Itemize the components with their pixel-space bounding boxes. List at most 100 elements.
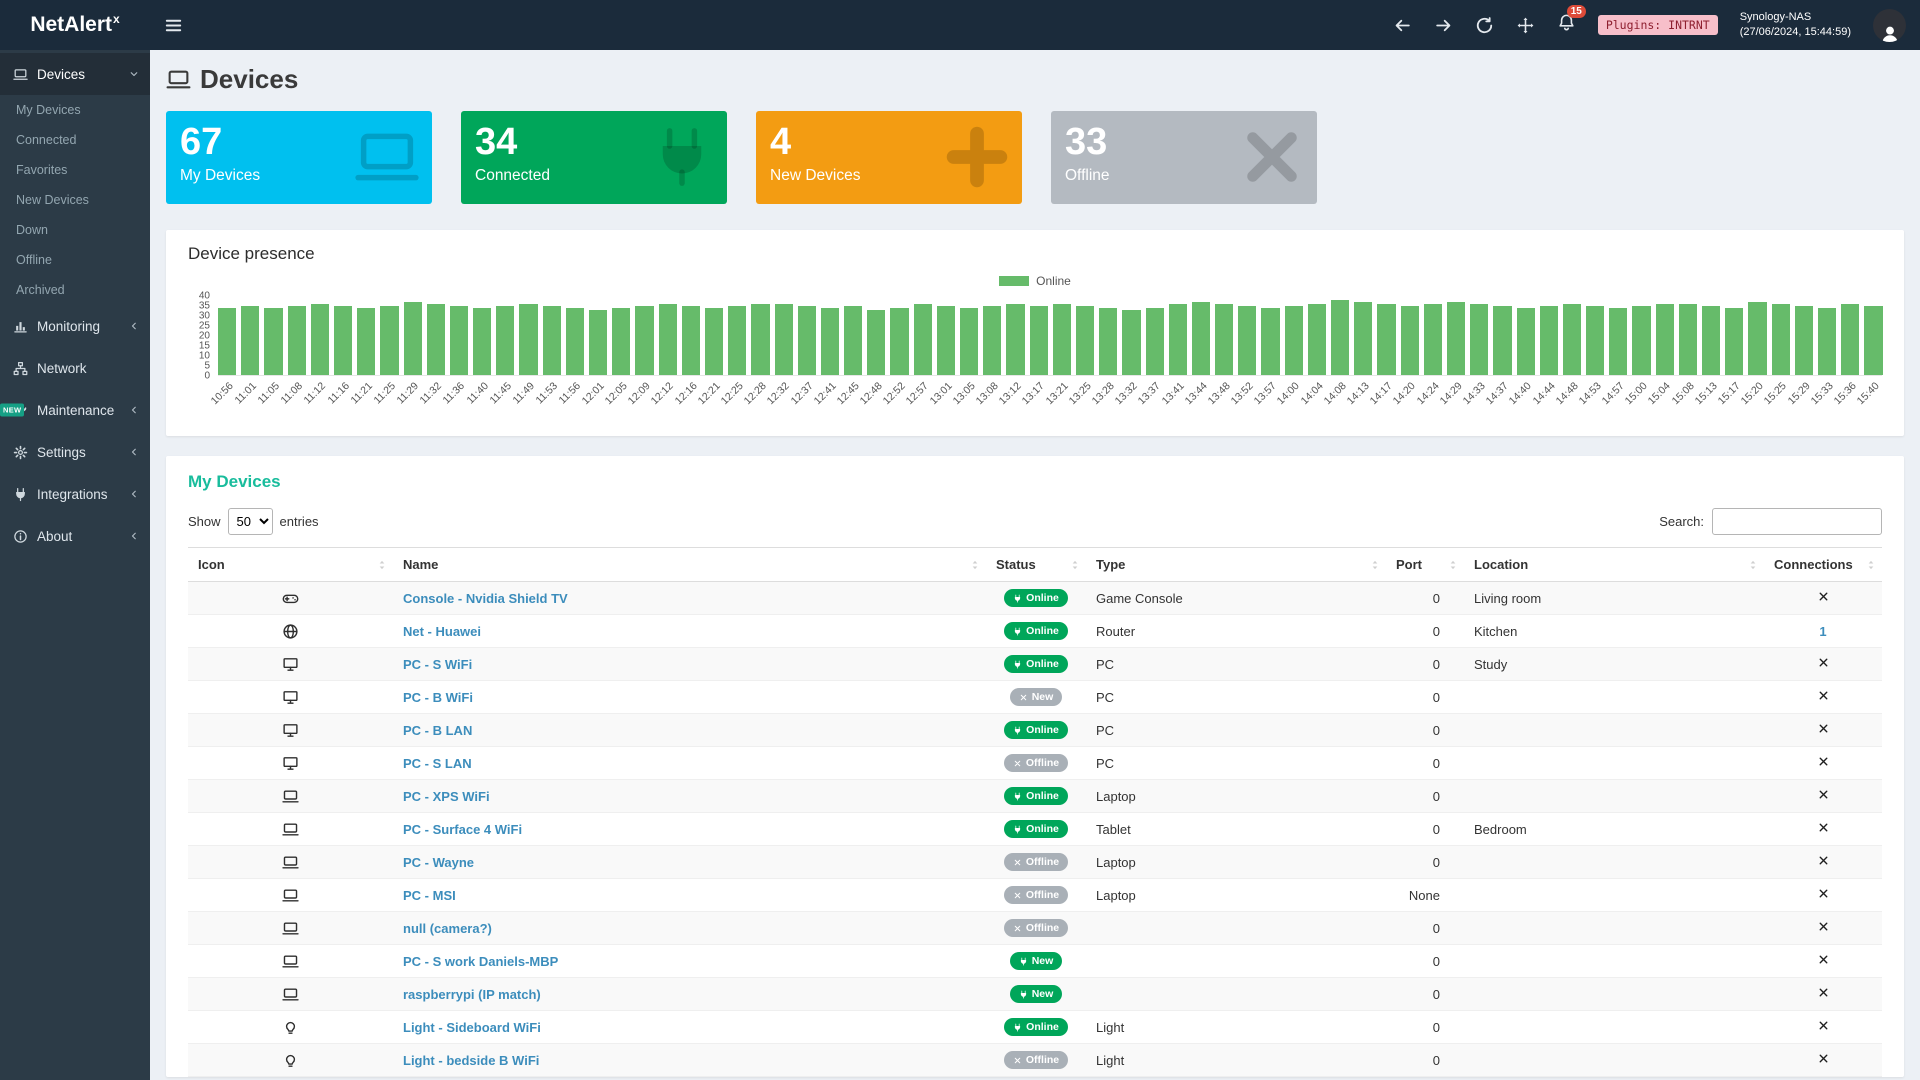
sort-icon — [1368, 558, 1382, 572]
column-header-type[interactable]: Type — [1086, 548, 1386, 582]
device-type — [1086, 912, 1386, 945]
column-header-connections[interactable]: Connections — [1764, 548, 1882, 582]
delete-connection-icon[interactable] — [1817, 887, 1830, 900]
summary-box-new-devices[interactable]: 4New Devices — [756, 111, 1022, 204]
sidebar-item-monitoring[interactable]: Monitoring — [0, 305, 150, 347]
table-row: Console - Nvidia Shield TVOnlineGame Con… — [188, 582, 1882, 615]
sidebar-item-devices[interactable]: Devices — [0, 53, 150, 95]
device-port: 0 — [1386, 1044, 1464, 1077]
summary-box-my-devices[interactable]: 67My Devices — [166, 111, 432, 204]
x-axis-label: 11:21 — [357, 376, 375, 430]
chart-legend[interactable]: Online — [188, 274, 1882, 288]
sidebar-item-connected[interactable]: Connected — [0, 125, 150, 155]
user-avatar[interactable] — [1873, 9, 1906, 42]
delete-connection-icon[interactable] — [1817, 656, 1830, 669]
x-axis-label: 12:48 — [867, 376, 885, 430]
delete-connection-icon[interactable] — [1817, 953, 1830, 966]
device-name-link[interactable]: PC - B LAN — [403, 723, 472, 738]
x-icon — [1013, 759, 1022, 768]
delete-connection-icon[interactable] — [1817, 788, 1830, 801]
device-name-link[interactable]: Light - Sideboard WiFi — [403, 1020, 541, 1035]
delete-connection-icon[interactable] — [1817, 1019, 1830, 1032]
sidebar-item-about[interactable]: About — [0, 515, 150, 557]
device-type: Game Console — [1086, 582, 1386, 615]
notifications-button[interactable]: 15 — [1557, 13, 1576, 37]
connections-count-link[interactable]: 1 — [1819, 624, 1826, 639]
app-logo[interactable]: NetAlertx — [0, 0, 150, 50]
x-axis-label: 12:21 — [705, 376, 723, 430]
column-header-port[interactable]: Port — [1386, 548, 1464, 582]
refresh-icon[interactable] — [1475, 16, 1494, 35]
presence-bar — [519, 304, 537, 375]
laptop-icon — [166, 67, 191, 92]
delete-connection-icon[interactable] — [1817, 986, 1830, 999]
plugins-status-badge[interactable]: Plugins: INTRNT — [1598, 15, 1718, 35]
top-nav-right: 15 Plugins: INTRNT Synology-NAS (27/06/2… — [1393, 9, 1906, 42]
sidebar-item-settings[interactable]: Settings — [0, 431, 150, 473]
device-name-link[interactable]: PC - B WiFi — [403, 690, 473, 705]
x-axis-label: 11:56 — [566, 376, 584, 430]
device-name-link[interactable]: Light - bedside B WiFi — [403, 1053, 539, 1068]
sidebar-item-down[interactable]: Down — [0, 215, 150, 245]
device-name-link[interactable]: PC - S work Daniels-MBP — [403, 954, 558, 969]
topbar: NetAlertx 15 Plugins: INTRNT Synology-NA… — [0, 0, 1920, 50]
sidebar-item-network[interactable]: Network — [0, 347, 150, 389]
device-port: 0 — [1386, 1011, 1464, 1044]
summary-box-connected[interactable]: 34Connected — [461, 111, 727, 204]
device-name-link[interactable]: PC - S WiFi — [403, 657, 472, 672]
summary-box-offline[interactable]: 33Offline — [1051, 111, 1317, 204]
entries-select[interactable]: 50 — [228, 508, 273, 535]
device-port: 0 — [1386, 582, 1464, 615]
column-header-icon[interactable]: Icon — [188, 548, 393, 582]
desktop-icon — [282, 656, 299, 673]
x-axis-label: 14:04 — [1308, 376, 1326, 430]
delete-connection-icon[interactable] — [1817, 1052, 1830, 1065]
delete-connection-icon[interactable] — [1817, 854, 1830, 867]
device-name-link[interactable]: PC - XPS WiFi — [403, 789, 490, 804]
device-port: 0 — [1386, 780, 1464, 813]
sidebar-toggle-icon[interactable] — [164, 16, 183, 35]
device-name-link[interactable]: PC - S LAN — [403, 756, 472, 771]
device-type: Laptop — [1086, 846, 1386, 879]
sidebar-item-integrations[interactable]: Integrations — [0, 473, 150, 515]
sidebar-item-maintenance[interactable]: NEWMaintenance — [0, 389, 150, 431]
device-name-link[interactable]: Net - Huawei — [403, 624, 481, 639]
presence-bar — [844, 306, 862, 375]
sidebar-item-my-devices[interactable]: My Devices — [0, 95, 150, 125]
delete-connection-icon[interactable] — [1817, 722, 1830, 735]
device-name-link[interactable]: PC - Surface 4 WiFi — [403, 822, 522, 837]
delete-connection-icon[interactable] — [1817, 920, 1830, 933]
delete-connection-icon[interactable] — [1817, 590, 1830, 603]
sidebar-item-new-devices[interactable]: New Devices — [0, 185, 150, 215]
device-name-link[interactable]: PC - Wayne — [403, 855, 474, 870]
status-badge: Online — [1004, 820, 1068, 838]
table-row: null (camera?)Offline0 — [188, 912, 1882, 945]
plug-icon — [1013, 825, 1022, 834]
device-location — [1464, 1044, 1764, 1077]
delete-connection-icon[interactable] — [1817, 821, 1830, 834]
bulb-icon — [282, 1019, 299, 1036]
column-header-name[interactable]: Name — [393, 548, 986, 582]
bulb-icon — [282, 1052, 299, 1069]
x-axis-label: 12:37 — [798, 376, 816, 430]
search-input[interactable] — [1712, 508, 1882, 535]
column-header-status[interactable]: Status — [986, 548, 1086, 582]
sidebar-item-favorites[interactable]: Favorites — [0, 155, 150, 185]
delete-connection-icon[interactable] — [1817, 755, 1830, 768]
column-header-location[interactable]: Location — [1464, 548, 1764, 582]
device-name-link[interactable]: PC - MSI — [403, 888, 456, 903]
sidebar-item-offline[interactable]: Offline — [0, 245, 150, 275]
device-name-link[interactable]: null (camera?) — [403, 921, 492, 936]
device-location — [1464, 978, 1764, 1011]
x-axis-label: 11:36 — [450, 376, 468, 430]
device-type: Laptop — [1086, 879, 1386, 912]
sidebar-item-label: Favorites — [16, 163, 150, 177]
back-arrow-icon[interactable] — [1393, 16, 1412, 35]
device-name-link[interactable]: raspberrypi (IP match) — [403, 987, 541, 1002]
sidebar-item-archived[interactable]: Archived — [0, 275, 150, 305]
move-arrows-icon[interactable] — [1516, 16, 1535, 35]
forward-arrow-icon[interactable] — [1434, 16, 1453, 35]
device-name-link[interactable]: Console - Nvidia Shield TV — [403, 591, 568, 606]
delete-connection-icon[interactable] — [1817, 689, 1830, 702]
x-axis-label: 14:29 — [1447, 376, 1465, 430]
